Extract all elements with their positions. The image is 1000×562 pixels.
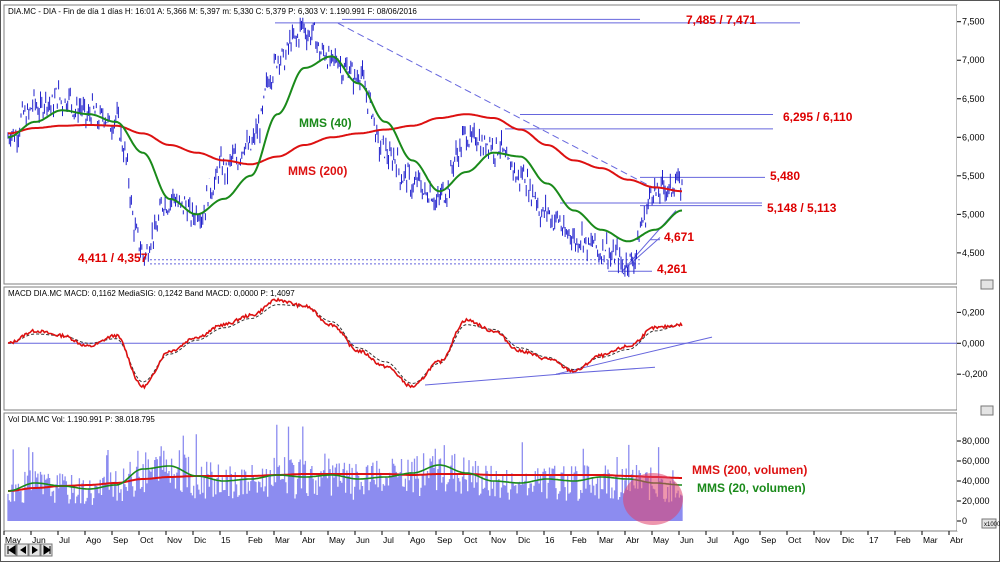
macd-panel	[3, 286, 958, 411]
x-tick-label: Oct	[788, 535, 802, 545]
x-tick-label: Oct	[140, 535, 154, 545]
macd-header: MACD DIA.MC MACD: 0,1162 MediaSIG: 0,124…	[8, 289, 295, 298]
x-tick-label: Sep	[437, 535, 452, 545]
nav-buttons	[4, 543, 53, 557]
x-tick-label: Sep	[761, 535, 776, 545]
macd-trend-line	[555, 366, 656, 375]
volume-bars	[7, 424, 683, 521]
x-tick-label: Ago	[410, 535, 425, 545]
level-5148-label: 5,148 / 5,113	[767, 201, 837, 215]
volume-unit-label: x1000	[984, 522, 1000, 528]
price-ytick-label: 7,500	[962, 17, 985, 27]
volume-header: Vol DIA.MC Vol: 1.190.991 P: 38.018.795	[8, 415, 155, 424]
x-tick-label: Oct	[464, 535, 478, 545]
macd-zoom-button[interactable]	[980, 405, 994, 416]
x-tick-label: Abr	[302, 535, 315, 545]
x-tick-label: Jul	[59, 535, 70, 545]
volume-ytick-label: 20,000	[962, 496, 990, 506]
x-tick-label: 15	[221, 535, 231, 545]
macd-ytick-label: 0,000	[962, 338, 985, 348]
price-ytick-label: 6,000	[962, 132, 985, 142]
x-tick-label: Jun	[356, 535, 370, 545]
volume-highlight-ellipse	[623, 473, 683, 525]
next-button[interactable]	[28, 543, 41, 557]
x-tick-label: Nov	[491, 535, 507, 545]
mms40-line	[7, 55, 683, 243]
prev-button[interactable]	[16, 543, 29, 557]
next-icon	[32, 546, 38, 554]
price-ytick-label: 4,500	[962, 248, 985, 258]
x-tick-label: May	[5, 535, 22, 545]
x-tick-label: Jul	[383, 535, 394, 545]
x-tick-label: 17	[869, 535, 879, 545]
x-tick-label: Feb	[572, 535, 587, 545]
x-tick-label: Ago	[86, 535, 101, 545]
macd-layer	[7, 297, 957, 390]
x-tick-label: Dic	[518, 535, 531, 545]
level-4411-label: 4,411 / 4,357	[78, 251, 148, 265]
level-5480-label: 5,480	[770, 169, 800, 183]
level-4261-label: 4,261	[657, 262, 687, 276]
prev-icon	[20, 546, 26, 554]
volume-layer	[7, 424, 683, 525]
first-button[interactable]	[4, 543, 17, 557]
level-4671-label: 4,671	[664, 230, 694, 244]
volume-ytick-label: 0	[962, 516, 967, 526]
x-tick-label: Abr	[626, 535, 639, 545]
x-tick-label: Dic	[194, 535, 207, 545]
y-axis-strip	[957, 5, 996, 531]
level-7485-label: 7,485 / 7,471	[686, 13, 756, 27]
price-ytick-label: 6,500	[962, 94, 985, 104]
x-tick-label: Nov	[815, 535, 831, 545]
x-tick-label: Ago	[734, 535, 749, 545]
mms200-label: MMS (200)	[288, 164, 347, 178]
volume-ytick-label: 80,000	[962, 436, 990, 446]
price-header: DIA.MC - DIA - Fin de día 1 días H: 16:0…	[8, 7, 417, 16]
x-tick-label: Jun	[32, 535, 46, 545]
x-tick-label: Dic	[842, 535, 855, 545]
level-6295-label: 6,295 / 6,110	[783, 110, 853, 124]
macd-signal-line	[7, 304, 683, 384]
x-tick-label: Abr	[950, 535, 963, 545]
x-tick-label: Sep	[113, 535, 128, 545]
x-tick-label: Feb	[248, 535, 263, 545]
x-tick-label: Mar	[275, 535, 290, 545]
x-tick-label: 16	[545, 535, 555, 545]
vol-mms200-label: MMS (200, volumen)	[692, 463, 807, 477]
last-button[interactable]	[40, 543, 53, 557]
macd-trend-line	[424, 373, 561, 386]
x-axis-layer: May Jun Jul Ago Sep Oct Nov Dic 15 Feb Mar Abr May Ju…	[3, 531, 963, 545]
mms200-line	[8, 113, 682, 193]
price-ytick-label: 5,000	[962, 209, 985, 219]
y-axis-layer: 7,500 7,000 6,500 6,000 5,500 5,000 4,500 0,200…	[957, 17, 990, 526]
x-tick-label: Feb	[896, 535, 911, 545]
price-zoom-button[interactable]	[980, 279, 994, 290]
volume-ytick-label: 60,000	[962, 456, 990, 466]
x-tick-label: May	[329, 535, 346, 545]
volume-ytick-label: 40,000	[962, 476, 990, 486]
x-tick-label: May	[653, 535, 670, 545]
price-ytick-label: 7,000	[962, 55, 985, 65]
volume-unit-button[interactable]	[981, 518, 997, 529]
price-ytick-label: 5,500	[962, 171, 985, 181]
downtrend-line	[337, 22, 661, 192]
x-tick-label: Mar	[599, 535, 614, 545]
macd-line	[7, 297, 683, 390]
macd-ytick-label: -0,200	[962, 369, 988, 379]
macd-ytick-label: 0,200	[962, 307, 985, 317]
price-layer	[7, 17, 800, 278]
first-icon	[7, 545, 16, 555]
vol-mms200-line	[8, 473, 682, 492]
x-tick-label: Mar	[923, 535, 938, 545]
price-panel	[3, 4, 958, 285]
vol-mms20-line	[8, 464, 682, 492]
x-tick-label: Nov	[167, 535, 183, 545]
vol-mms20-label: MMS (20, volumen)	[697, 481, 806, 495]
x-tick-label: Jul	[707, 535, 718, 545]
mms40-label: MMS (40)	[299, 116, 352, 130]
last-icon	[43, 545, 51, 555]
x-tick-label: Jun	[680, 535, 694, 545]
price-bars	[7, 17, 683, 278]
